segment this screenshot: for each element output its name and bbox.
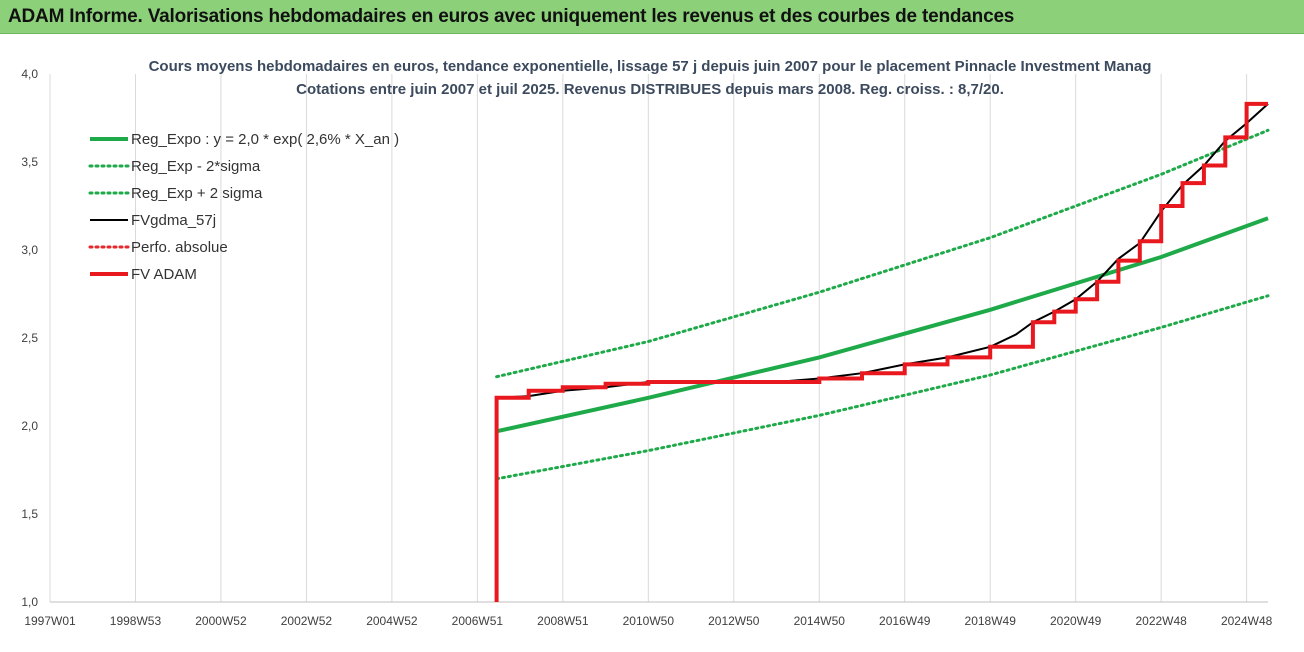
series-line-2 [495,128,1270,379]
series-line-6 [494,101,1268,602]
x-tick-label: 2016W49 [879,614,931,628]
series [494,101,1270,602]
x-tick-label: 2002W52 [281,614,333,628]
x-tick-label: 2012W50 [708,614,760,628]
series-line-4 [498,103,1269,399]
series-line-1 [496,216,1269,434]
y-tick-label: 3,5 [21,155,38,169]
x-tick-label: 2006W51 [452,614,504,628]
y-tick-label: 3,0 [21,243,38,257]
x-tick-label: 2010W50 [623,614,675,628]
series-line-3 [495,294,1270,481]
header-title: ADAM Informe. Valorisations hebdomadaire… [8,6,1015,27]
x-tick-label: 2000W52 [195,614,247,628]
x-tick-label: 2014W50 [794,614,846,628]
x-tick-label: 2022W48 [1135,614,1187,628]
y-tick-label: 4,0 [21,67,38,81]
y-tick-label: 1,0 [21,595,38,609]
y-tick-label: 1,5 [21,507,38,521]
y-tick-label: 2,5 [21,331,38,345]
legend-label: Reg_Exp + 2 sigma [131,185,263,202]
legend-label: Reg_Exp - 2*sigma [131,158,261,175]
x-tick-label: 1997W01 [24,614,76,628]
chart-title: Cours moyens hebdomadaires en euros, ten… [149,58,1152,75]
chart-subtitle: Cotations entre juin 2007 et juil 2025. … [296,81,1004,98]
x-tick-label: 2020W49 [1050,614,1102,628]
legend-label: FVgdma_57j [131,212,216,229]
x-tick-label: 1998W53 [110,614,162,628]
x-tick-label: 2008W51 [537,614,589,628]
x-tick-label: 2018W49 [965,614,1017,628]
legend: Reg_Expo : y = 2,0 * exp( 2,6% * X_an ) R… [88,131,399,283]
grid [49,74,1248,602]
legend-label: Perfo. absolue [131,239,228,256]
legend-label: Reg_Expo : y = 2,0 * exp( 2,6% * X_an ) [131,131,399,148]
legend-label: FV ADAM [131,266,197,283]
header-bar: ADAM Informe. Valorisations hebdomadaire… [0,0,1304,34]
y-tick-label: 2,0 [21,419,38,433]
x-tick-label: 2024W48 [1221,614,1273,628]
axes: 1997W01 1998W53 2000W52 2002W52 2004W52 2006W… [21,67,1272,628]
x-tick-label: 2004W52 [366,614,418,628]
